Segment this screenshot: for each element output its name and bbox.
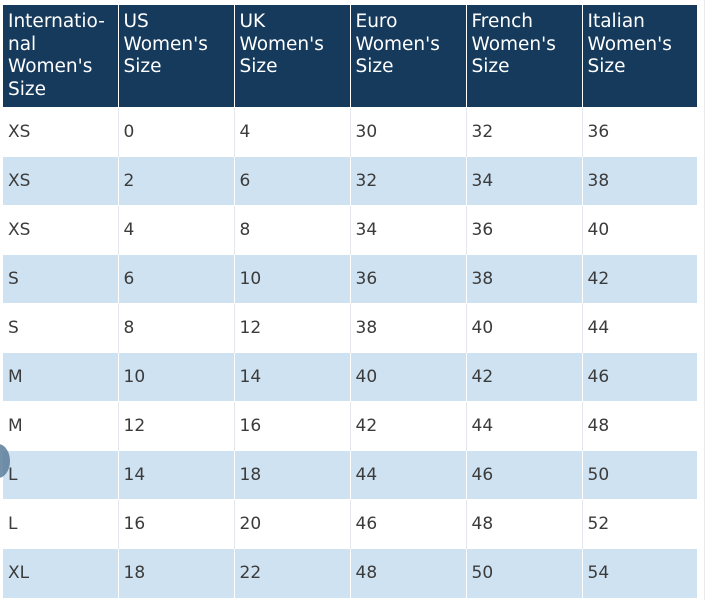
cell-french-size: 46 — [466, 450, 583, 500]
table-row: XS 4 8 34 36 40 — [3, 205, 697, 255]
cell-euro-size: 46 — [350, 499, 467, 549]
cell-italian-size: 48 — [582, 401, 697, 451]
cell-us-size: 10 — [118, 352, 235, 402]
cell-uk-size: 6 — [234, 156, 351, 206]
cell-euro-size: 40 — [350, 352, 467, 402]
header-us-size: US Women's Size — [118, 5, 235, 108]
size-conversion-table: Internatio-nal Women's Size US Women's Size … — [3, 5, 697, 598]
cell-euro-size: 42 — [350, 401, 467, 451]
cell-international-size: XS — [3, 156, 119, 206]
table-row: XS 0 4 30 32 36 — [3, 107, 697, 157]
header-french-size: French Women's Size — [466, 5, 583, 108]
cell-euro-size: 34 — [350, 205, 467, 255]
cell-french-size: 50 — [466, 548, 583, 598]
cell-us-size: 18 — [118, 548, 235, 598]
cell-italian-size: 36 — [582, 107, 697, 157]
table-row: S 8 12 38 40 44 — [3, 303, 697, 353]
cell-french-size: 42 — [466, 352, 583, 402]
cell-italian-size: 38 — [582, 156, 697, 206]
table-row: S 6 10 36 38 42 — [3, 254, 697, 304]
table-body: XS 0 4 30 32 36 XS 2 6 32 34 38 XS 4 8 34 36 40 S 6 10 36 38 42… — [3, 107, 697, 598]
cell-uk-size: 12 — [234, 303, 351, 353]
cell-uk-size: 10 — [234, 254, 351, 304]
cell-italian-size: 52 — [582, 499, 697, 549]
cell-italian-size: 40 — [582, 205, 697, 255]
header-row: Internatio-nal Women's Size US Women's Size … — [3, 5, 697, 108]
cell-french-size: 38 — [466, 254, 583, 304]
cell-uk-size: 8 — [234, 205, 351, 255]
cell-uk-size: 20 — [234, 499, 351, 549]
cell-us-size: 12 — [118, 401, 235, 451]
cell-italian-size: 46 — [582, 352, 697, 402]
cell-international-size: S — [3, 254, 119, 304]
cell-euro-size: 44 — [350, 450, 467, 500]
cell-international-size: XS — [3, 205, 119, 255]
header-international-size: Internatio-nal Women's Size — [3, 5, 119, 108]
header-uk-size: UK Women's Size — [234, 5, 351, 108]
cell-french-size: 32 — [466, 107, 583, 157]
header-italian-size: Italian Women's Size — [582, 5, 697, 108]
cell-uk-size: 4 — [234, 107, 351, 157]
cell-euro-size: 32 — [350, 156, 467, 206]
cell-us-size: 0 — [118, 107, 235, 157]
cell-us-size: 8 — [118, 303, 235, 353]
cell-french-size: 40 — [466, 303, 583, 353]
cell-international-size: XS — [3, 107, 119, 157]
table-row: M 10 14 40 42 46 — [3, 352, 697, 402]
cell-euro-size: 48 — [350, 548, 467, 598]
cell-international-size: L — [3, 499, 119, 549]
cell-italian-size: 54 — [582, 548, 697, 598]
table-row: L 14 18 44 46 50 — [3, 450, 697, 500]
cell-us-size: 16 — [118, 499, 235, 549]
table-row: M 12 16 42 44 48 — [3, 401, 697, 451]
cell-uk-size: 14 — [234, 352, 351, 402]
cell-french-size: 44 — [466, 401, 583, 451]
cell-euro-size: 30 — [350, 107, 467, 157]
cell-international-size: XL — [3, 548, 119, 598]
cell-us-size: 4 — [118, 205, 235, 255]
cell-international-size: M — [3, 401, 119, 451]
cell-euro-size: 38 — [350, 303, 467, 353]
cell-italian-size: 50 — [582, 450, 697, 500]
cell-uk-size: 16 — [234, 401, 351, 451]
cell-international-size: M — [3, 352, 119, 402]
cell-french-size: 36 — [466, 205, 583, 255]
cell-uk-size: 22 — [234, 548, 351, 598]
header-euro-size: Euro Women's Size — [350, 5, 467, 108]
cell-italian-size: 42 — [582, 254, 697, 304]
cell-us-size: 2 — [118, 156, 235, 206]
table-row: XL 18 22 48 50 54 — [3, 548, 697, 598]
cell-uk-size: 18 — [234, 450, 351, 500]
cell-french-size: 34 — [466, 156, 583, 206]
cell-international-size: S — [3, 303, 119, 353]
table-header: Internatio-nal Women's Size US Women's Size … — [3, 5, 697, 108]
scroll-handle[interactable] — [0, 444, 10, 478]
cell-french-size: 48 — [466, 499, 583, 549]
table-row: XS 2 6 32 34 38 — [3, 156, 697, 206]
table-row: L 16 20 46 48 52 — [3, 499, 697, 549]
cell-euro-size: 36 — [350, 254, 467, 304]
cell-italian-size: 44 — [582, 303, 697, 353]
cell-us-size: 6 — [118, 254, 235, 304]
cell-international-size: L — [3, 450, 119, 500]
divider — [704, 0, 705, 600]
cell-us-size: 14 — [118, 450, 235, 500]
